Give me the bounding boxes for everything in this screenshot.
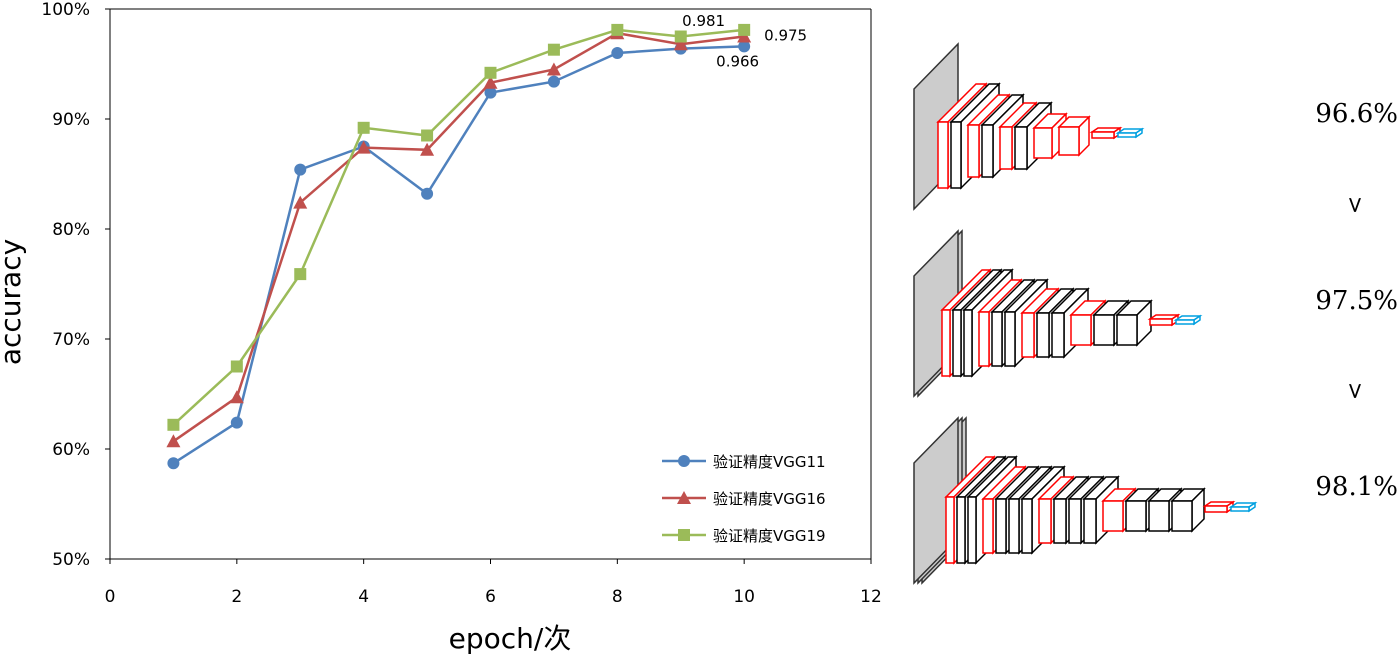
y-tick-label: 100% — [41, 0, 90, 20]
data-point — [167, 457, 180, 470]
legend: 验证精度VGG11 验证精度VGG16 验证精度VGG19 — [662, 453, 826, 545]
layer-block — [1089, 126, 1123, 140]
vgg-model — [913, 416, 1258, 585]
model-3-accuracy: 98.1% — [1315, 472, 1398, 502]
model-2-accuracy: 97.5% — [1315, 286, 1398, 316]
series-layer — [166, 23, 752, 470]
data-point — [229, 390, 244, 404]
x-axis-label: epoch/次 — [449, 622, 572, 655]
legend-label: 验证精度VGG16 — [713, 490, 826, 508]
layer-block — [1115, 127, 1145, 139]
y-tick-label: 80% — [52, 220, 90, 240]
data-point — [167, 418, 180, 431]
x-tick-label: 6 — [485, 587, 496, 607]
data-point — [357, 121, 370, 134]
data-point — [484, 86, 497, 99]
data-point — [356, 140, 371, 154]
series-line — [172, 45, 745, 465]
x-tick-label: 0 — [105, 587, 116, 607]
layer-block — [1115, 299, 1153, 347]
layer-block — [1228, 501, 1258, 513]
series-2 — [166, 26, 752, 448]
data-point — [611, 47, 624, 59]
layer-block — [1170, 487, 1206, 533]
y-tick-label: 50% — [52, 550, 90, 570]
data-point — [611, 23, 624, 36]
series-3 — [167, 23, 751, 431]
data-labels: 0.981 0.975 0.966 — [682, 12, 807, 71]
model-1-accuracy: 96.6% — [1315, 99, 1398, 129]
vgg-architecture-diagram — [913, 42, 1258, 585]
data-label: 0.966 — [716, 52, 759, 70]
data-point — [293, 195, 308, 209]
data-point — [738, 23, 751, 36]
data-point — [547, 43, 560, 56]
vgg-model — [913, 229, 1203, 398]
data-point — [674, 30, 687, 43]
x-tick-label: 12 — [860, 587, 882, 607]
data-point — [294, 268, 307, 281]
x-tick-label: 10 — [733, 587, 755, 607]
y-tick-label: 70% — [52, 330, 90, 350]
ticks: 0 2 4 6 8 10 12 50% 60% 70% 80% 90% 100% — [41, 0, 881, 607]
data-point — [483, 75, 498, 89]
legend-label: 验证精度VGG19 — [713, 527, 826, 545]
layer-block — [1147, 313, 1181, 327]
x-tick-label: 4 — [358, 587, 369, 607]
data-point — [737, 29, 752, 43]
data-point — [673, 37, 688, 51]
y-axis-label: accuracy — [0, 239, 27, 365]
data-label: 0.975 — [764, 27, 807, 45]
data-point — [294, 163, 307, 176]
data-label: 0.981 — [682, 12, 725, 30]
layer-block — [1057, 115, 1091, 157]
data-point — [420, 142, 435, 156]
legend-label: 验证精度VGG11 — [713, 453, 826, 471]
x-tick-label: 2 — [231, 587, 242, 607]
series-line — [172, 31, 745, 443]
data-point — [678, 455, 690, 467]
comparator-1: < — [1343, 196, 1368, 214]
data-point — [230, 360, 243, 373]
data-point — [547, 75, 560, 88]
series-line — [172, 28, 745, 426]
data-point — [166, 434, 181, 448]
data-point — [421, 129, 434, 142]
layer-block — [1202, 500, 1236, 514]
data-point — [677, 491, 691, 504]
data-point — [546, 62, 561, 76]
vgg-model — [913, 42, 1145, 211]
y-tick-label: 90% — [52, 110, 90, 130]
data-point — [230, 416, 243, 429]
data-point — [484, 66, 497, 79]
x-tick-label: 8 — [612, 587, 623, 607]
data-point — [421, 187, 434, 200]
data-point — [678, 529, 690, 541]
y-tick-label: 60% — [52, 440, 90, 460]
data-point — [738, 40, 751, 53]
comparator-2: < — [1343, 382, 1368, 400]
layer-block — [1173, 314, 1203, 326]
